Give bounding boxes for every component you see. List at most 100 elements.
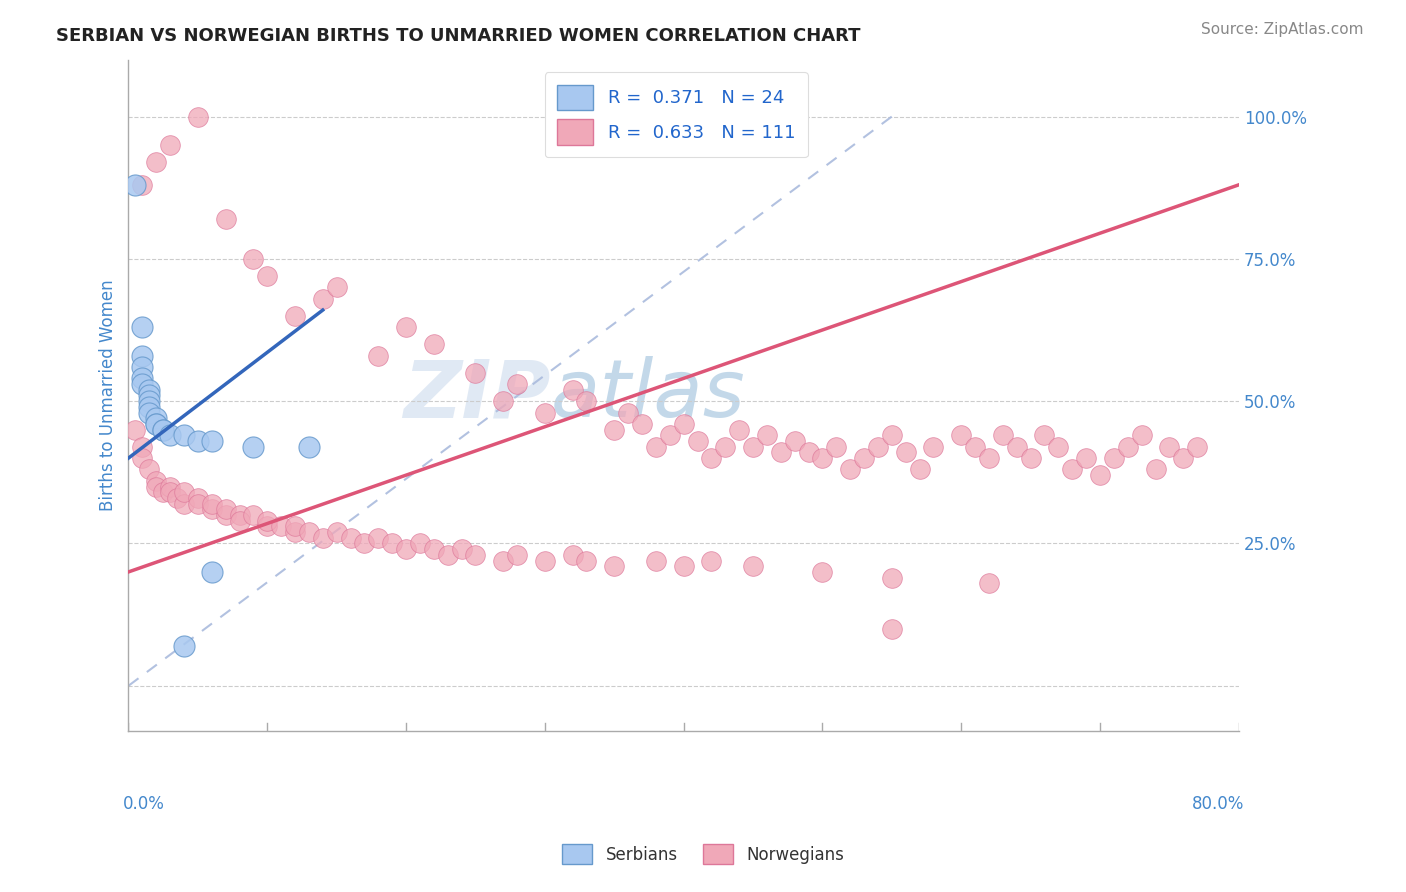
Point [644,553,666,567]
Point [284,309,307,323]
Point [138,394,160,409]
Point [575,553,598,567]
Point [381,536,404,550]
Point [124,423,146,437]
Text: SERBIAN VS NORWEGIAN BIRTHS TO UNMARRIED WOMEN CORRELATION CHART: SERBIAN VS NORWEGIAN BIRTHS TO UNMARRIED… [56,27,860,45]
Point [242,508,264,522]
Point [965,440,987,454]
Point [853,451,876,466]
Point [159,485,181,500]
Point [866,440,889,454]
Point [464,366,486,380]
Point [284,519,307,533]
Point [187,110,209,124]
Point [152,423,174,437]
Point [131,371,153,385]
Point [228,508,250,522]
Point [187,497,209,511]
Point [603,423,626,437]
Point [1130,428,1153,442]
Point [242,252,264,266]
Text: ZIP: ZIP [404,357,550,434]
Point [423,542,446,557]
Point [742,559,765,574]
Point [138,388,160,402]
Point [325,524,347,539]
Point [700,451,723,466]
Point [1116,440,1139,454]
Point [131,359,153,374]
Point [256,519,278,533]
Point [228,514,250,528]
Point [894,445,917,459]
Point [145,411,167,425]
Point [152,423,174,437]
Point [714,440,737,454]
Point [700,553,723,567]
Point [298,440,321,454]
Point [166,491,188,505]
Point [214,508,236,522]
Point [145,417,167,431]
Point [769,445,792,459]
Point [534,405,557,419]
Point [201,434,224,448]
Point [270,519,292,533]
Point [159,428,181,442]
Point [839,462,862,476]
Point [201,502,224,516]
Point [409,536,432,550]
Point [256,268,278,283]
Point [367,349,389,363]
Point [742,440,765,454]
Point [977,576,1000,591]
Point [686,434,709,448]
Point [1062,462,1084,476]
Point [298,524,321,539]
Point [1033,428,1056,442]
Point [187,434,209,448]
Legend: Serbians, Norwegians: Serbians, Norwegians [555,838,851,871]
Point [339,531,361,545]
Point [312,292,335,306]
Point [1074,451,1097,466]
Point [173,485,195,500]
Point [201,565,224,579]
Point [138,405,160,419]
Point [124,178,146,192]
Point [256,514,278,528]
Point [131,451,153,466]
Point [159,479,181,493]
Point [450,542,472,557]
Point [534,553,557,567]
Point [506,548,529,562]
Point [880,571,903,585]
Point [950,428,973,442]
Point [145,155,167,169]
Point [977,451,1000,466]
Point [312,531,335,545]
Y-axis label: Births to Unmarried Women: Births to Unmarried Women [100,280,117,511]
Point [797,445,820,459]
Point [1005,440,1028,454]
Point [658,428,681,442]
Text: Source: ZipAtlas.com: Source: ZipAtlas.com [1201,22,1364,37]
Point [672,559,695,574]
Point [617,405,640,419]
Point [353,536,375,550]
Point [464,548,486,562]
Point [159,138,181,153]
Point [395,542,418,557]
Text: 80.0%: 80.0% [1192,795,1244,814]
Point [214,212,236,227]
Point [423,337,446,351]
Point [131,320,153,334]
Point [201,497,224,511]
Point [187,491,209,505]
Text: 0.0%: 0.0% [122,795,165,814]
Point [325,280,347,294]
Text: atlas: atlas [550,357,745,434]
Point [131,377,153,392]
Point [131,440,153,454]
Point [492,553,515,567]
